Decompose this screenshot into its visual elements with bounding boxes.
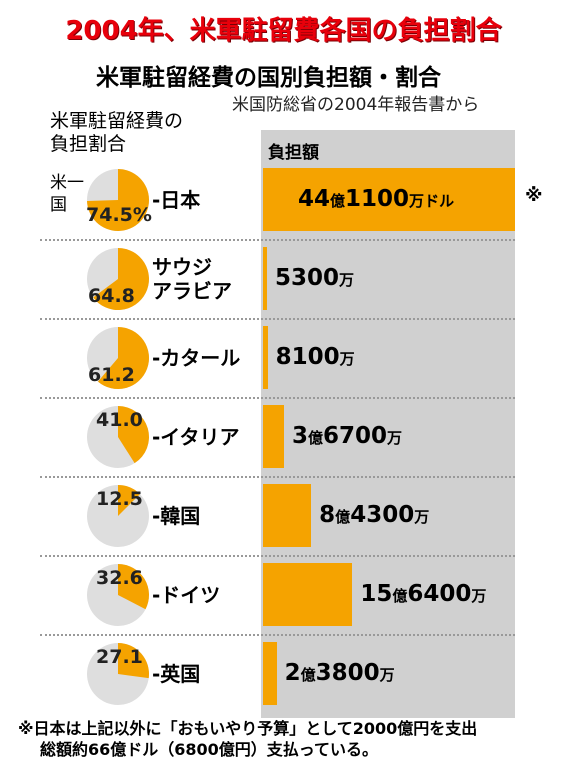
country-label: -イタリア: [152, 424, 240, 449]
chart-subtitle: 米国防総省の2004年報告書から: [232, 95, 480, 115]
share-label: 64.8: [88, 284, 135, 307]
pie-slice: [118, 405, 149, 463]
amount-label: 8億4300万: [319, 501, 430, 528]
share-pie: [87, 642, 149, 705]
amount-label: 8100万: [275, 343, 355, 370]
footnote-line-2: 総額約66億ドル（6800億円）支払っている。: [40, 740, 378, 759]
amount-label: 44億1100万ドル: [298, 185, 455, 212]
amount-bar: [263, 642, 277, 705]
share-header: 米軍駐留経費の 負担割合: [50, 110, 184, 155]
amount-label: 2億3800万: [284, 659, 395, 686]
row-divider: [40, 318, 515, 320]
row-divider: [40, 397, 515, 399]
amount-label: 3億6700万: [291, 422, 403, 449]
country-label: -日本: [152, 187, 201, 212]
share-label: 74.5%: [86, 203, 152, 226]
share-pie: [87, 168, 149, 231]
amount-label: 5300万: [275, 264, 355, 291]
page-title: 2004年、米軍駐留費各国の負担割合: [65, 16, 502, 46]
amount-bar: [263, 563, 353, 626]
country-label: -韓国: [152, 503, 201, 528]
pie-slice: [118, 563, 149, 609]
country-label: -英国: [152, 661, 201, 686]
pie-slice: [93, 247, 149, 310]
share-pie: [87, 405, 149, 468]
share-pie: [87, 326, 149, 389]
share-label: 41.0: [96, 408, 143, 431]
footnote: ※日本は上記以外に「おもいやり予算」として2000億円を支出 総額約66億ドル（…: [18, 718, 477, 760]
share-label: 12.5: [96, 487, 143, 510]
row-divider: [40, 634, 515, 636]
share-pie: [87, 484, 149, 547]
amount-bar: [263, 247, 267, 310]
amount-bar: [263, 168, 515, 231]
pie-slice: [118, 642, 149, 678]
row-divider: [40, 476, 515, 478]
note-mark: ※: [525, 185, 543, 206]
pie-slice: [97, 326, 149, 389]
country-label: -ドイツ: [152, 582, 221, 607]
pie-slice: [87, 168, 149, 231]
amount-panel-top: [261, 130, 515, 160]
share-pie: [87, 247, 149, 310]
amount-bar: [263, 326, 268, 389]
amount-bar: [263, 405, 284, 468]
pie-slice: [118, 484, 140, 516]
row-divider: [40, 239, 515, 241]
us-label: 米一 国: [50, 173, 84, 215]
share-label: 61.2: [88, 363, 135, 386]
row-divider: [40, 555, 515, 557]
share-label: 32.6: [96, 566, 143, 589]
share-pie: [87, 563, 149, 626]
country-label: -カタール: [152, 345, 241, 370]
chart-title: 米軍駐留経費の国別負担額・割合: [96, 65, 441, 91]
country-label: サウジ アラビア: [152, 254, 232, 303]
amount-label: 15億6400万: [360, 580, 487, 607]
amount-header: 負担額: [268, 143, 319, 163]
share-label: 27.1: [96, 645, 143, 668]
footnote-line-1: ※日本は上記以外に「おもいやり予算」として2000億円を支出: [18, 719, 478, 738]
amount-bar: [263, 484, 312, 547]
